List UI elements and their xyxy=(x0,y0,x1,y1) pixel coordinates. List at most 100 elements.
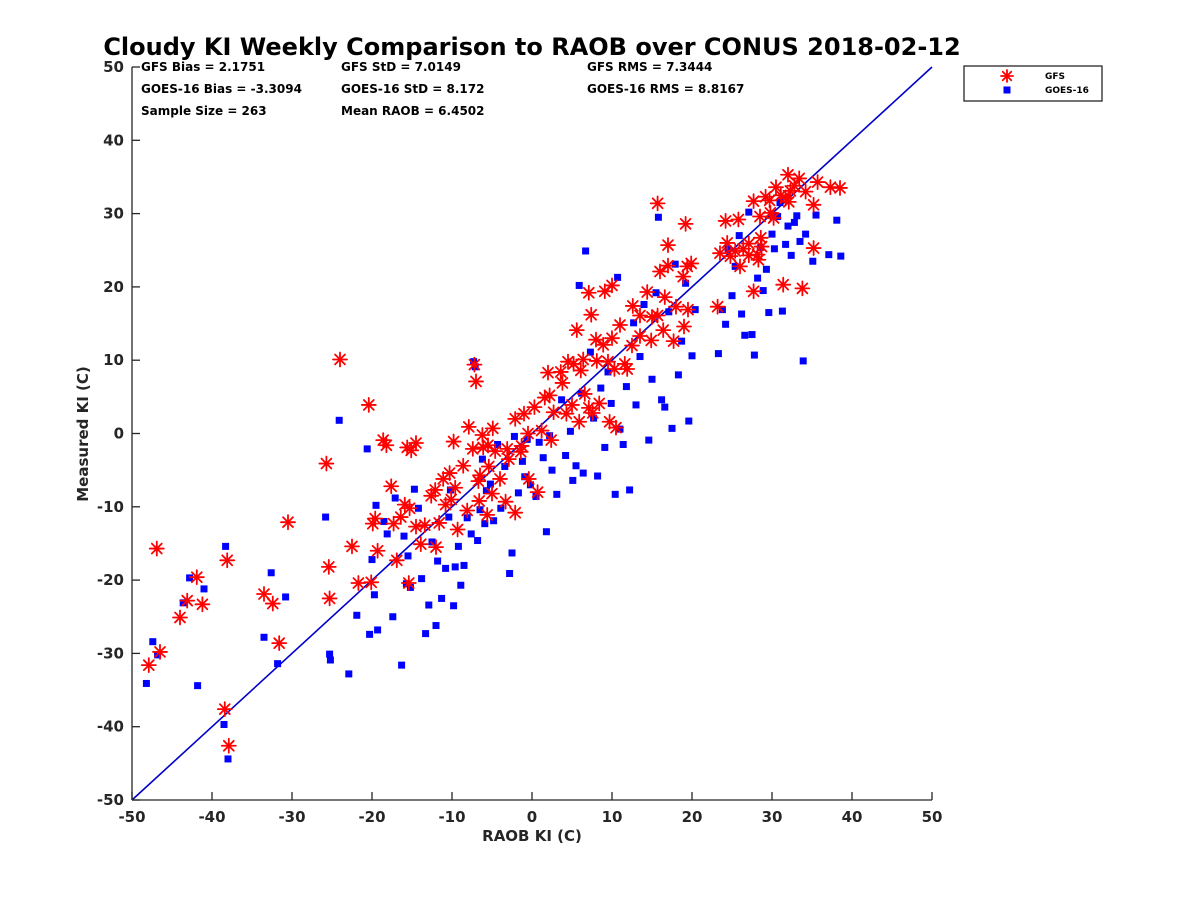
gfs-point xyxy=(576,386,593,402)
gfs-point xyxy=(499,440,516,457)
gfs-point xyxy=(148,540,165,557)
statistics-block: GFS Bias = 2.1751 GFS StD = 7.0149 GFS R… xyxy=(141,60,744,118)
gfs-point xyxy=(179,592,196,609)
goes-16-point xyxy=(648,375,656,383)
goes-16-point xyxy=(460,561,468,569)
goes-16-point xyxy=(391,494,399,502)
goes-16-point xyxy=(688,352,696,360)
gfs-point xyxy=(480,458,497,475)
goes-16-point xyxy=(714,350,722,358)
gfs-point xyxy=(730,211,747,228)
x-tick-label: -40 xyxy=(198,808,225,826)
goes-16-point xyxy=(532,493,540,501)
goes-16-point xyxy=(322,513,330,521)
goes-16-point xyxy=(451,563,459,571)
goes-16-point xyxy=(770,245,778,253)
gfs-point xyxy=(194,596,211,613)
gfs-point xyxy=(717,213,734,229)
goes-16-point xyxy=(611,490,619,498)
gfs-point xyxy=(318,455,335,472)
goes-16-point xyxy=(494,440,502,448)
goes-16-point xyxy=(267,569,275,577)
chart-title: Cloudy KI Weekly Comparison to RAOB over… xyxy=(103,33,960,61)
goes-16-point xyxy=(142,679,150,687)
gfs-point xyxy=(541,387,558,404)
gfs-point xyxy=(447,479,464,496)
gfs-point xyxy=(768,179,784,196)
goes-16-point xyxy=(671,260,679,268)
goes-16-point xyxy=(432,622,440,630)
gfs-point xyxy=(643,332,660,349)
gfs-point xyxy=(441,465,458,481)
gfs-point xyxy=(479,506,496,523)
goes-16-point xyxy=(685,417,693,425)
goes-16-point xyxy=(506,570,514,578)
goes-16-point xyxy=(526,481,534,489)
goes-16-point xyxy=(422,630,430,638)
gfs-point xyxy=(665,333,682,350)
gfs-point xyxy=(832,180,848,196)
gfs-point xyxy=(649,307,666,324)
x-tick-label: -20 xyxy=(358,808,385,826)
goes-16-point xyxy=(454,542,462,550)
goes-16-point xyxy=(406,583,414,591)
goes-16-point xyxy=(741,331,749,339)
stat-gfs-bias: GFS Bias = 2.1751 xyxy=(141,60,265,74)
goes-16-point xyxy=(569,476,577,484)
gfs-point xyxy=(474,427,491,443)
goes-16-point xyxy=(345,670,353,678)
goes-16-point xyxy=(762,265,770,273)
gfs-point xyxy=(656,289,673,306)
y-tick-label: -50 xyxy=(97,791,124,809)
goes-16-point xyxy=(645,436,653,444)
gfs-point xyxy=(363,574,380,591)
goes-16-point xyxy=(665,308,673,316)
gfs-point xyxy=(466,356,483,373)
gfs-point xyxy=(526,399,543,416)
goes-16-point xyxy=(410,485,418,493)
gfs-point xyxy=(400,575,417,591)
goes-16-point xyxy=(224,755,232,763)
goes-16-point xyxy=(222,542,230,550)
gfs-point xyxy=(753,238,770,255)
goes-16-point xyxy=(546,432,554,440)
gfs-point xyxy=(797,183,814,200)
gfs-point xyxy=(408,518,424,535)
gfs-point xyxy=(660,237,676,254)
goes-16-point xyxy=(586,348,594,356)
goes-16-point xyxy=(594,472,602,480)
gfs-point xyxy=(780,166,796,183)
gfs-point xyxy=(516,405,532,422)
goes-16-point xyxy=(389,613,397,621)
y-tick-label: -40 xyxy=(97,718,124,736)
gfs-point xyxy=(606,361,623,377)
gfs-point xyxy=(427,482,444,498)
y-tick-label: 20 xyxy=(103,278,124,296)
y-tick-label: 30 xyxy=(103,205,124,223)
goes-16-point xyxy=(616,425,624,433)
goes-16-point xyxy=(542,528,550,536)
goes-16-point xyxy=(179,599,187,607)
gfs-point xyxy=(412,536,429,553)
gfs-point xyxy=(264,595,281,612)
goes-16-point xyxy=(194,682,202,690)
gfs-point xyxy=(632,328,648,344)
goes-16-point xyxy=(825,251,833,259)
gfs-point xyxy=(408,435,424,451)
gfs-point xyxy=(604,330,620,347)
gfs-point xyxy=(595,336,612,353)
series-layer xyxy=(140,166,848,763)
gfs-legend-glyph xyxy=(1000,69,1014,83)
gfs-point xyxy=(554,375,571,391)
x-tick-label: -30 xyxy=(278,808,305,826)
goes-16-point xyxy=(553,490,561,498)
goes-16-point xyxy=(418,575,426,583)
gfs-point xyxy=(709,298,726,315)
gfs-point xyxy=(680,301,696,318)
goes-16-point xyxy=(793,212,801,220)
gfs-point xyxy=(172,609,188,626)
goes-16-point xyxy=(682,279,690,287)
gfs-point xyxy=(588,353,605,369)
y-tick-label: 10 xyxy=(103,351,124,369)
stat-mean-raob: Mean RAOB = 6.4502 xyxy=(341,104,485,118)
